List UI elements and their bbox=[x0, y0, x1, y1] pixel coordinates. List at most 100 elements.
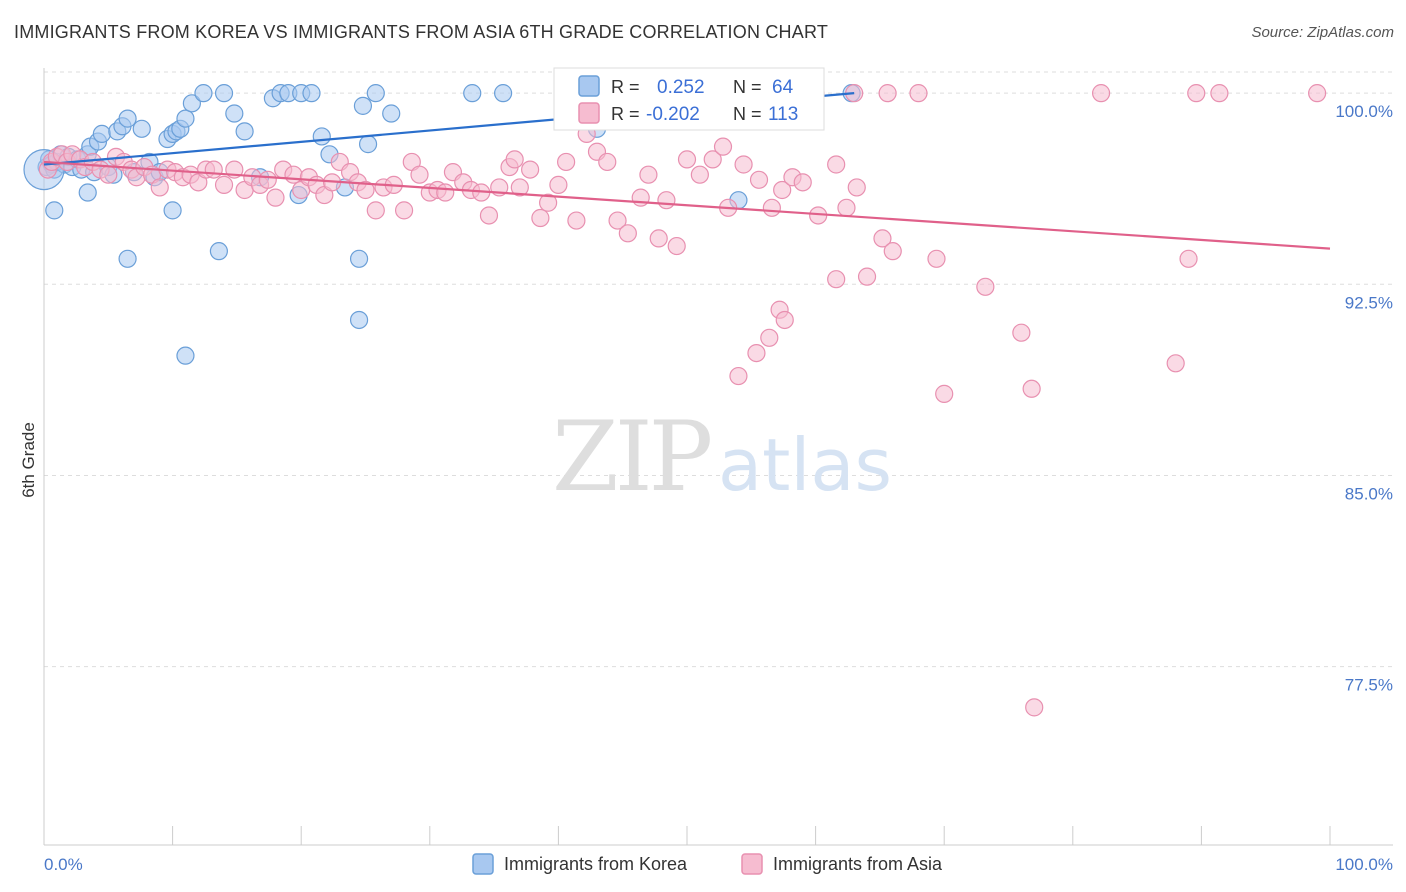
point-asia-31 bbox=[266, 188, 285, 207]
watermark-zip: ZIP bbox=[552, 401, 711, 513]
point-asia-80 bbox=[734, 155, 753, 174]
point-asia-73 bbox=[649, 229, 668, 248]
y-axis-labels: 77.5% 85.0% 92.5% 100.0% bbox=[1335, 102, 1393, 694]
point-asia-46 bbox=[394, 201, 414, 220]
bottom-legend-swatch-asia bbox=[741, 853, 763, 875]
point-asia-115 bbox=[505, 150, 524, 169]
point-asia-85 bbox=[793, 173, 812, 192]
point-asia-91 bbox=[873, 229, 892, 248]
watermark-atlas: atlas bbox=[718, 423, 892, 507]
point-asia-61 bbox=[531, 208, 550, 228]
legend-korea-n-value: 64 bbox=[772, 77, 794, 98]
point-asia-75 bbox=[667, 236, 686, 256]
point-asia-93 bbox=[729, 366, 748, 386]
y-tick-label-0: 77.5% bbox=[1345, 676, 1393, 695]
point-korea-57 bbox=[78, 183, 97, 202]
point-korea-59 bbox=[163, 201, 182, 220]
point-asia-33 bbox=[284, 165, 303, 184]
point-asia-100 bbox=[935, 384, 954, 403]
point-asia-97 bbox=[775, 310, 794, 330]
point-asia-106 bbox=[1091, 84, 1111, 103]
source-label: Source: ZipAtlas.com bbox=[1251, 24, 1394, 41]
point-asia-78 bbox=[703, 150, 722, 169]
point-asia-48 bbox=[410, 165, 429, 184]
point-asia-60 bbox=[521, 160, 540, 179]
point-asia-72 bbox=[639, 165, 658, 184]
point-asia-24 bbox=[204, 160, 223, 179]
legend-swatch-korea bbox=[578, 75, 600, 97]
chart-title: IMMIGRANTS FROM KOREA VS IMMIGRANTS FROM… bbox=[14, 22, 829, 42]
point-korea-30 bbox=[176, 109, 195, 128]
point-asia-43 bbox=[366, 201, 385, 220]
axes bbox=[43, 68, 1393, 846]
bottom-legend: Immigrants from Korea Immigrants from As… bbox=[472, 853, 943, 875]
point-asia-95 bbox=[760, 328, 779, 347]
point-korea-45 bbox=[353, 96, 373, 115]
legend-asia-n-value: 113 bbox=[768, 104, 798, 125]
point-asia-108 bbox=[1308, 84, 1327, 103]
point-asia-88 bbox=[837, 198, 856, 217]
series-asia-points bbox=[38, 84, 1327, 717]
point-korea-63 bbox=[349, 249, 369, 268]
point-korea-49 bbox=[463, 84, 482, 103]
point-asia-25 bbox=[214, 175, 234, 194]
point-asia-90 bbox=[857, 267, 877, 286]
point-asia-105 bbox=[1187, 84, 1206, 103]
point-asia-82 bbox=[762, 198, 781, 217]
point-korea-33 bbox=[214, 84, 234, 103]
point-korea-42 bbox=[312, 127, 331, 146]
point-asia-30 bbox=[258, 170, 277, 189]
point-asia-76 bbox=[677, 150, 697, 169]
x-tick-label-max: 100.0% bbox=[1335, 855, 1393, 874]
point-asia-102 bbox=[1012, 323, 1031, 342]
point-korea-47 bbox=[366, 84, 385, 103]
point-korea-41 bbox=[302, 84, 321, 103]
point-asia-103 bbox=[1022, 379, 1041, 398]
point-asia-64 bbox=[557, 152, 576, 172]
point-korea-46 bbox=[358, 135, 378, 154]
point-korea-15 bbox=[92, 124, 111, 144]
point-korea-48 bbox=[382, 104, 401, 123]
point-asia-65 bbox=[567, 211, 586, 230]
point-asia-92 bbox=[883, 242, 902, 261]
legend-korea-r-value: 0.252 bbox=[657, 77, 705, 98]
point-korea-34 bbox=[225, 104, 244, 123]
legend-asia-r-value: -0.202 bbox=[646, 104, 700, 125]
legend-asia-r-label: R = bbox=[611, 104, 640, 124]
point-korea-64 bbox=[349, 310, 369, 330]
point-asia-109 bbox=[1025, 698, 1044, 717]
point-asia-89 bbox=[847, 178, 866, 197]
point-asia-104 bbox=[1179, 249, 1198, 268]
legend-swatch-asia bbox=[578, 102, 600, 124]
legend-korea-r-label: R = bbox=[611, 77, 640, 97]
point-asia-62 bbox=[539, 193, 558, 212]
stats-legend: R = 0.252 N = 64 R = -0.202 N = 113 bbox=[553, 67, 825, 131]
x-tick-label-min: 0.0% bbox=[44, 855, 83, 874]
point-asia-110 bbox=[1166, 354, 1185, 373]
point-korea-20 bbox=[118, 109, 137, 128]
point-korea-56 bbox=[45, 201, 64, 220]
point-asia-94 bbox=[747, 344, 766, 363]
point-korea-50 bbox=[494, 84, 513, 103]
legend-korea-n-label: N = bbox=[733, 77, 762, 97]
point-asia-83 bbox=[773, 180, 792, 200]
point-asia-70 bbox=[618, 224, 637, 243]
point-korea-32 bbox=[194, 84, 213, 103]
point-asia-63 bbox=[549, 175, 568, 194]
point-asia-51 bbox=[436, 183, 455, 202]
point-asia-17 bbox=[150, 178, 169, 197]
watermark: ZIP atlas bbox=[552, 401, 892, 513]
point-asia-59 bbox=[510, 178, 529, 197]
point-asia-116 bbox=[713, 137, 733, 156]
point-asia-81 bbox=[749, 170, 769, 189]
point-asia-111 bbox=[909, 84, 928, 103]
point-asia-112 bbox=[878, 84, 897, 103]
point-asia-77 bbox=[690, 165, 709, 184]
y-tick-label-2: 92.5% bbox=[1345, 293, 1393, 312]
y-tick-label-3: 100.0% bbox=[1335, 102, 1393, 121]
point-korea-58 bbox=[118, 249, 137, 268]
point-korea-60 bbox=[176, 346, 195, 365]
y-tick-label-1: 85.0% bbox=[1345, 484, 1393, 503]
point-asia-99 bbox=[927, 249, 946, 268]
